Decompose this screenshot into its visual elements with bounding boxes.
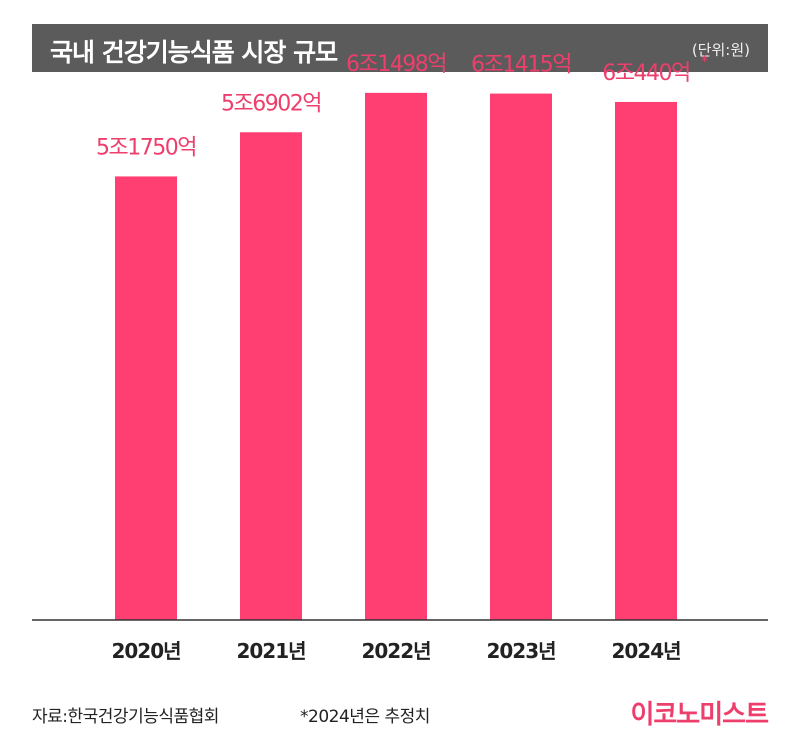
- value-label-2023년: 6조1415억: [471, 53, 571, 78]
- x-tick-2021년: 2021년: [236, 639, 305, 663]
- bars-group: [115, 92, 677, 621]
- estimate-marker: *: [701, 54, 708, 70]
- x-tick-2022년: 2022년: [361, 639, 430, 663]
- x-tick-2024년: 2024년: [611, 639, 680, 663]
- x-tick-2020년: 2020년: [111, 639, 180, 663]
- source-note: 자료:한국건강기능식품협회: [32, 707, 219, 727]
- value-labels-group: 5조1750억 5조6902억 6조1498억 6조1415억 6조440억 *: [96, 52, 708, 161]
- bar-2020년: [115, 176, 177, 620]
- bar-2023년: [490, 93, 552, 621]
- bar-2024년: [615, 101, 677, 620]
- estimate-note: *2024년은 추정치: [300, 707, 430, 727]
- bar-chart: 5조1750억 5조6902억 6조1498억 6조1415억 6조440억 * 2020…: [32, 52, 768, 663]
- value-label-2020년: 5조1750억: [96, 135, 196, 160]
- unit-label: (단위:원): [691, 41, 750, 59]
- bar-2022년: [365, 92, 427, 621]
- x-tick-2023년: 2023년: [486, 639, 555, 663]
- bar-2021년: [240, 132, 302, 621]
- value-label-2022년: 6조1498억: [346, 52, 446, 77]
- value-label-2024년: 6조440억: [602, 61, 689, 86]
- chart-title: 국내 건강기능식품 시장 규모: [50, 38, 338, 67]
- value-label-2021년: 5조6902억: [221, 91, 321, 116]
- economist-logo: 이코노미스트: [630, 700, 769, 730]
- x-tick-labels-group: 2020년 2021년 2022년 2023년 2024년: [111, 639, 681, 663]
- chart-header: 국내 건강기능식품 시장 규모 (단위:원): [32, 24, 768, 72]
